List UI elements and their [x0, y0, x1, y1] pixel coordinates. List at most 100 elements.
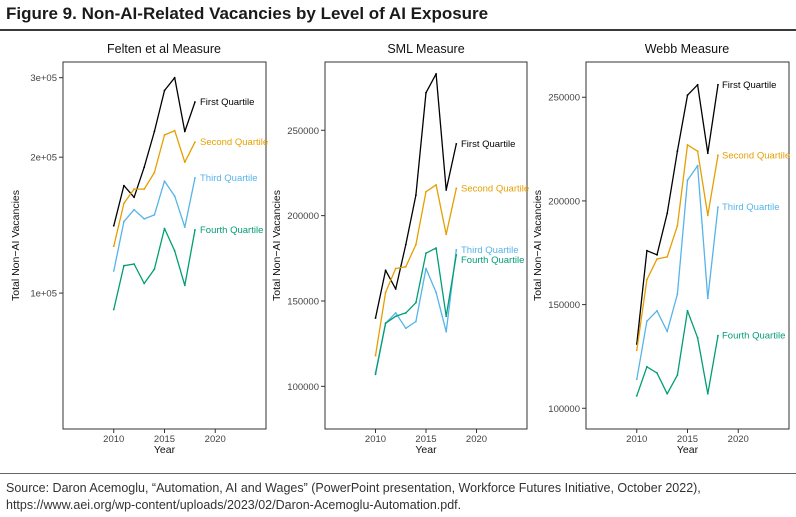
figure-title: Figure 9. Non-AI-Related Vacancies by Le… — [6, 4, 489, 23]
data-point — [717, 334, 719, 337]
y-tick-label: 200000 — [548, 196, 580, 207]
data-point — [666, 212, 669, 215]
data-point — [183, 130, 186, 133]
data-point — [374, 317, 377, 319]
series-end-label: Fourth Quartile — [461, 255, 524, 266]
y-axis-label: Total Non−AI Vacancies — [10, 190, 22, 301]
data-point — [656, 309, 658, 312]
data-point — [143, 282, 146, 285]
data-point — [384, 322, 387, 325]
data-point — [686, 309, 689, 312]
top-rule — [0, 29, 796, 31]
data-point — [455, 187, 458, 190]
series-end-label: First Quartile — [461, 139, 515, 150]
data-point — [435, 247, 437, 249]
data-point — [425, 91, 427, 94]
source-line-1: Source: Daron Acemoglu, “Automation, AI … — [6, 481, 701, 495]
data-point — [123, 184, 125, 187]
y-axis-label: Total Non−AI Vacancies — [532, 190, 544, 301]
data-point — [153, 130, 156, 133]
data-point — [646, 320, 648, 323]
x-tick-label: 2015 — [677, 434, 698, 445]
data-point — [194, 176, 196, 179]
data-point — [173, 76, 176, 79]
data-point — [696, 164, 699, 167]
y-tick-label: 200000 — [287, 211, 319, 222]
y-tick-label: 100000 — [548, 404, 580, 415]
data-point — [435, 291, 437, 294]
data-point — [445, 315, 448, 318]
data-point — [112, 224, 115, 227]
y-tick-label: 1e+05 — [30, 289, 57, 300]
data-point — [666, 392, 669, 395]
data-point — [374, 354, 377, 357]
x-tick-label: 2015 — [154, 434, 175, 445]
data-point — [635, 394, 638, 397]
charts-area: Felten et al Measure 1e+05 2e+05 3e+05 2010 2… — [10, 42, 790, 456]
data-point — [173, 250, 176, 252]
series-end-label: Third Quartile — [200, 173, 258, 184]
data-point — [194, 101, 196, 103]
y-axis-label: Total Non−AI Vacancies — [271, 190, 283, 301]
data-point — [415, 194, 417, 197]
panel-title: SML Measure — [387, 42, 464, 56]
data-point — [635, 378, 638, 381]
y-tick-label: 2e+05 — [30, 153, 57, 164]
data-point — [646, 249, 648, 252]
data-point — [696, 336, 699, 339]
data-point — [445, 233, 448, 236]
data-point — [133, 263, 135, 265]
data-point — [374, 373, 377, 376]
data-point — [676, 224, 679, 227]
data-point — [112, 269, 115, 272]
data-point — [133, 188, 135, 190]
data-point — [163, 227, 166, 230]
data-point — [404, 265, 407, 268]
y-tick-label: 250000 — [287, 126, 319, 137]
data-point — [717, 83, 719, 86]
data-point — [435, 184, 437, 186]
data-point — [717, 206, 719, 209]
data-point — [635, 349, 638, 352]
x-tick-label: 2020 — [466, 434, 487, 445]
plot-frame — [324, 61, 528, 430]
data-point — [455, 143, 458, 145]
series-end-label: Second Quartile — [722, 150, 790, 161]
data-point — [173, 129, 176, 132]
data-point — [394, 312, 397, 314]
x-axis-label: Year — [415, 444, 437, 456]
data-point — [686, 144, 689, 146]
data-point — [112, 245, 115, 248]
series-end-label: Second Quartile — [461, 183, 529, 194]
data-point — [425, 252, 427, 255]
series-end-label: Fourth Quartile — [722, 331, 785, 342]
data-point — [183, 161, 186, 164]
data-point — [163, 134, 166, 136]
series-end-label: First Quartile — [200, 97, 254, 108]
data-point — [112, 308, 115, 311]
data-point — [666, 330, 669, 333]
data-point — [394, 315, 397, 318]
data-point — [656, 258, 658, 260]
series-end-label: Third Quartile — [461, 245, 519, 256]
x-axis-label: Year — [154, 444, 176, 456]
plot-frame — [585, 61, 790, 430]
data-point — [404, 243, 407, 246]
x-tick-label: 2020 — [728, 434, 749, 445]
series-end-label: Fourth Quartile — [200, 225, 263, 236]
plot-frame — [62, 61, 267, 430]
data-point — [415, 243, 417, 246]
source-note: Source: Daron Acemoglu, “Automation, AI … — [6, 480, 792, 514]
data-point — [445, 330, 448, 333]
data-point — [656, 253, 658, 256]
data-point — [143, 217, 146, 220]
data-point — [143, 166, 146, 169]
data-point — [706, 297, 709, 300]
data-point — [696, 150, 699, 153]
data-point — [656, 372, 658, 374]
data-point — [133, 196, 135, 199]
x-axis-label: Year — [677, 444, 699, 456]
data-point — [415, 301, 417, 304]
x-tick-label: 2020 — [205, 434, 226, 445]
data-point — [153, 268, 156, 271]
